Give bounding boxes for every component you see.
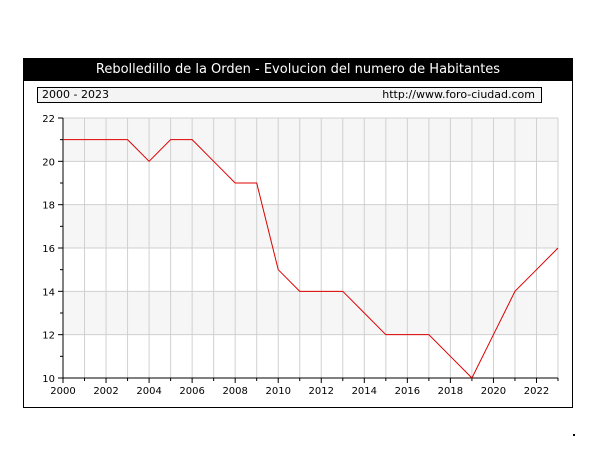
x-tick-label: 2018 xyxy=(438,386,463,397)
y-tick-label: 18 xyxy=(42,201,55,212)
x-tick-label: 2014 xyxy=(352,386,377,397)
x-tick-label: 2022 xyxy=(524,386,549,397)
series-line xyxy=(63,139,559,379)
series-lines xyxy=(63,139,559,379)
chart-title: Rebolledillo de la Orden - Evolucion del… xyxy=(24,59,572,81)
x-tick-label: 2012 xyxy=(309,386,334,397)
x-tick-label: 2020 xyxy=(481,386,506,397)
x-tick-label: 2006 xyxy=(179,386,204,397)
y-tick-label: 10 xyxy=(42,374,55,385)
y-tick-label: 16 xyxy=(42,244,55,255)
x-tick-label: 2000 xyxy=(50,386,75,397)
x-tick-label: 2004 xyxy=(136,386,161,397)
band xyxy=(63,291,558,335)
x-tick-label: 2010 xyxy=(265,386,290,397)
y-tick-label: 22 xyxy=(42,114,55,125)
axes xyxy=(58,117,559,383)
x-tick-label: 2016 xyxy=(395,386,420,397)
band xyxy=(63,118,558,162)
source-link[interactable]: http://www.foro-ciudad.com xyxy=(382,88,535,101)
period-label: 2000 - 2023 xyxy=(42,88,109,101)
info-bar: 2000 - 2023 http://www.foro-ciudad.com xyxy=(37,87,542,103)
y-tick-label: 20 xyxy=(42,157,55,168)
x-tick-label: 2002 xyxy=(93,386,118,397)
background-bands xyxy=(63,118,558,335)
band xyxy=(63,204,558,248)
corner-dot xyxy=(573,434,575,436)
y-tick-label: 12 xyxy=(42,331,55,342)
y-tick-label: 14 xyxy=(42,287,55,298)
x-tick-label: 2008 xyxy=(222,386,247,397)
